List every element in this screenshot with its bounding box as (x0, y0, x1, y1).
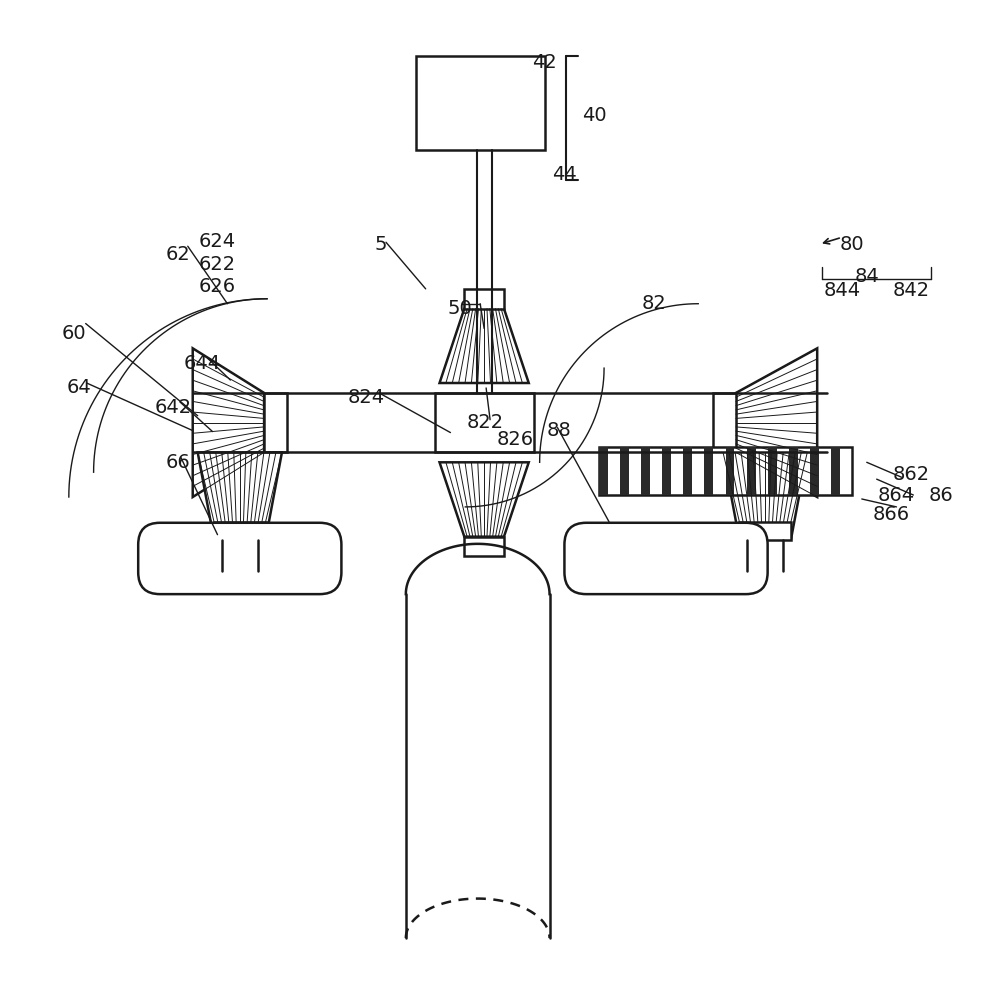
Text: 82: 82 (641, 294, 666, 313)
Text: 842: 842 (893, 281, 930, 300)
Polygon shape (264, 393, 287, 452)
Text: 40: 40 (582, 106, 606, 125)
Text: 44: 44 (552, 165, 577, 184)
Polygon shape (713, 393, 736, 452)
Polygon shape (440, 462, 529, 537)
Text: 66: 66 (165, 453, 190, 472)
Polygon shape (464, 537, 504, 557)
Polygon shape (464, 289, 504, 309)
Polygon shape (198, 452, 282, 540)
Text: 864: 864 (878, 485, 915, 505)
Text: 80: 80 (840, 235, 864, 253)
Polygon shape (736, 348, 817, 497)
Text: 50: 50 (448, 299, 473, 318)
FancyBboxPatch shape (138, 523, 341, 594)
Bar (620, 447, 629, 495)
Bar (683, 447, 692, 495)
Polygon shape (193, 348, 264, 497)
Text: 86: 86 (929, 485, 953, 505)
Text: 644: 644 (184, 354, 221, 373)
Bar (726, 447, 734, 495)
Bar (747, 447, 756, 495)
Text: 866: 866 (873, 505, 910, 525)
Polygon shape (440, 309, 529, 383)
Bar (599, 447, 608, 495)
Text: 844: 844 (823, 281, 861, 300)
Text: 642: 642 (154, 399, 191, 417)
Bar (831, 447, 840, 495)
Text: 626: 626 (199, 277, 236, 296)
Bar (641, 447, 650, 495)
Text: 862: 862 (893, 465, 930, 484)
Text: 824: 824 (348, 389, 385, 408)
Bar (599, 447, 852, 495)
Polygon shape (739, 522, 791, 540)
FancyBboxPatch shape (564, 523, 768, 594)
Bar (704, 447, 713, 495)
Bar (662, 447, 671, 495)
Text: 826: 826 (496, 430, 533, 449)
Text: 5: 5 (375, 235, 387, 253)
Text: 62: 62 (165, 245, 190, 263)
Text: 64: 64 (66, 379, 91, 398)
Bar (810, 447, 819, 495)
Text: 84: 84 (854, 267, 879, 286)
Text: 42: 42 (532, 54, 557, 73)
Text: 622: 622 (199, 254, 236, 273)
Bar (416, 56, 545, 150)
Polygon shape (214, 522, 266, 540)
Bar (435, 393, 534, 452)
Polygon shape (723, 452, 807, 540)
Text: 88: 88 (547, 421, 572, 440)
Bar (789, 447, 798, 495)
Text: 60: 60 (61, 324, 86, 343)
Text: 822: 822 (467, 414, 504, 432)
Text: 624: 624 (199, 232, 236, 250)
Bar (768, 447, 777, 495)
